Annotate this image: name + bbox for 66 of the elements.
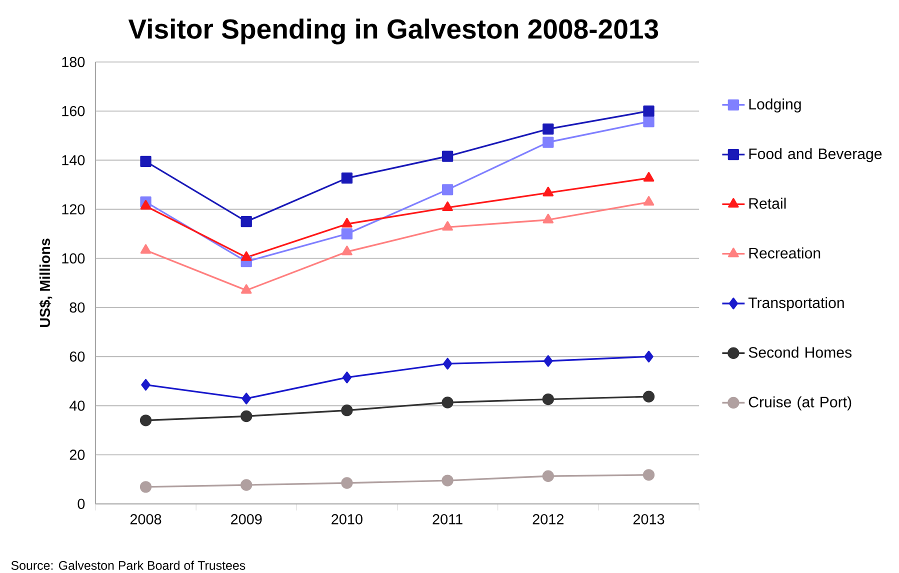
legend-label: Lodging [749,98,801,113]
y-tick-label: 160 [62,106,85,116]
y-tick-label: 100 [62,253,85,264]
point [542,124,554,135]
point [544,355,553,367]
y-tick-label: 80 [70,302,85,313]
point [240,251,252,261]
point [643,172,654,182]
point [542,186,554,196]
point [642,390,655,403]
y-axis-title: US$, Millions [39,238,52,328]
legend-label: Recreation [749,247,820,259]
point [140,244,152,254]
point [240,479,252,491]
point [442,474,454,487]
point [643,106,654,117]
point [341,172,353,184]
point [342,218,352,228]
chart-title: Visitor Spending in Galveston 2008-2013 [128,18,658,45]
x-tick-label: 2011 [432,514,462,524]
point [442,396,454,408]
point [542,470,554,482]
x-tick-label: 2008 [130,514,162,524]
point [141,379,150,391]
legend-label: Food and Beverage [749,148,882,162]
point [342,372,352,384]
legend-label: Retail [749,198,786,209]
y-tick-label: 40 [70,400,85,411]
point [140,156,152,168]
point [442,184,454,196]
y-tick-label: 120 [62,204,85,215]
y-tick-label: 0 [78,498,85,510]
point [341,477,353,489]
x-tick-label: 2013 [633,514,664,524]
point [442,358,452,370]
y-tick-label: 60 [70,352,85,362]
point [341,228,353,240]
point [140,481,152,493]
legend-label: Transportation [748,297,844,312]
point [242,392,251,405]
point [644,350,654,363]
x-tick-label: 2010 [332,514,362,524]
legend-label: Cruise (at Port) [748,396,852,410]
y-tick-label: 20 [70,450,85,460]
legend-label: Second Homes [748,346,852,358]
point [643,116,654,128]
y-tick-label: 140 [62,155,85,166]
point [240,284,252,294]
x-tick-label: 2009 [231,514,262,524]
point [341,404,353,416]
point [542,136,554,148]
point [140,200,152,210]
point [240,410,252,422]
point [442,221,453,231]
point [442,150,454,162]
point [643,196,654,206]
point [140,414,152,426]
point [642,469,655,481]
point [342,246,352,256]
source-note: Source: Galveston Park Board of Trustees [11,560,246,570]
x-tick-label: 2012 [532,514,564,524]
point [442,202,453,212]
point [240,216,252,228]
point [542,214,554,224]
point [542,394,554,406]
y-tick-label: 180 [62,57,85,68]
